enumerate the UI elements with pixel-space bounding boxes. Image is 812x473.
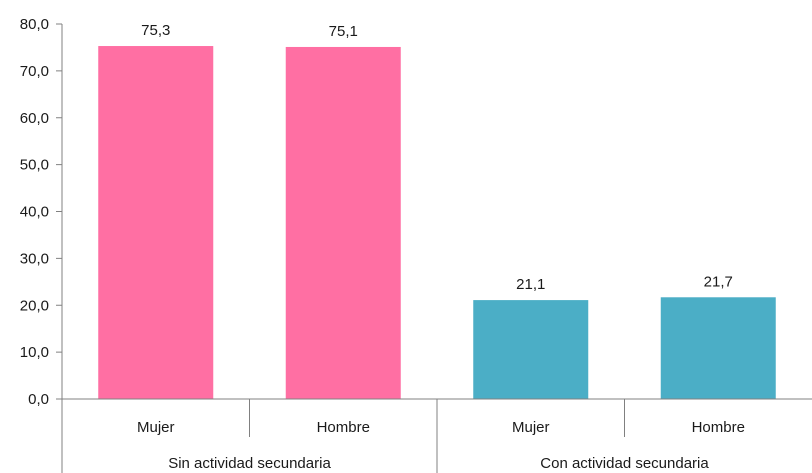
data-label: 75,1 [329,23,358,40]
y-tick-label: 60,0 [20,110,49,127]
x-category-label: Hombre [317,419,370,436]
data-label: 21,1 [516,276,545,293]
y-tick-label: 80,0 [20,16,49,33]
bars [98,46,776,399]
y-tick-label: 20,0 [20,297,49,314]
y-tick-label: 0,0 [28,391,49,408]
bar [98,46,214,399]
y-tick-label: 40,0 [20,204,49,221]
y-axis: 0,0 10,0 20,0 30,0 40,0 50,0 60,0 70,0 80,0 [20,16,63,408]
y-tick-label: 50,0 [20,157,49,174]
bar [285,46,401,399]
x-category-label: Mujer [512,419,550,436]
x-category-label: Mujer [137,419,175,436]
data-labels: 75,3 75,1 21,1 21,7 [141,22,733,293]
bar [473,300,589,399]
x-axis: Mujer Hombre Sin actividad secundaria Mujer… [61,398,812,473]
x-category-label: Hombre [692,419,745,436]
x-group-label: Con actividad secundaria [540,455,709,472]
y-tick-label: 70,0 [20,63,49,80]
x-group-label: Sin actividad secundaria [168,455,331,472]
bar [660,297,776,399]
y-tick-label: 10,0 [20,344,49,361]
data-label: 75,3 [141,22,170,39]
data-label: 21,7 [704,273,733,290]
y-tick-label: 30,0 [20,250,49,267]
